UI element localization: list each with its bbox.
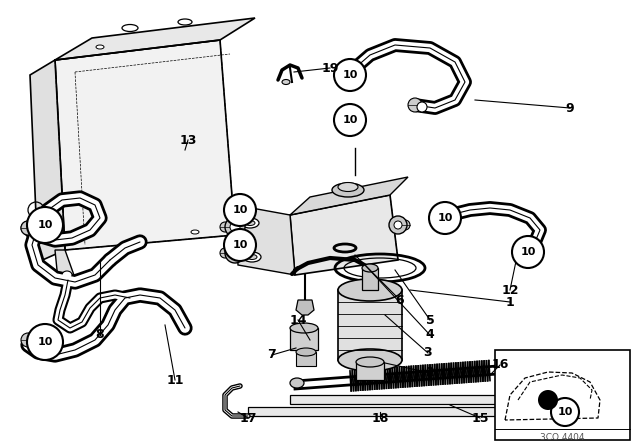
Text: 10: 10 <box>342 115 358 125</box>
Bar <box>362 268 378 290</box>
Polygon shape <box>55 40 235 250</box>
Ellipse shape <box>247 254 257 259</box>
Text: 10: 10 <box>342 70 358 80</box>
Text: 16: 16 <box>492 358 509 371</box>
Bar <box>495 350 630 440</box>
Text: 18: 18 <box>371 412 388 425</box>
Ellipse shape <box>191 230 199 234</box>
Circle shape <box>389 216 407 234</box>
Circle shape <box>230 222 240 232</box>
Text: 8: 8 <box>96 328 104 341</box>
Polygon shape <box>290 177 408 215</box>
Circle shape <box>334 104 366 136</box>
Circle shape <box>225 243 245 263</box>
Circle shape <box>224 194 256 226</box>
Ellipse shape <box>290 378 304 388</box>
Text: 3: 3 <box>424 346 432 359</box>
Bar <box>356 362 384 380</box>
Circle shape <box>21 221 35 235</box>
Bar <box>558 358 576 372</box>
Circle shape <box>400 220 410 230</box>
Circle shape <box>334 59 366 91</box>
Polygon shape <box>235 205 295 275</box>
Circle shape <box>443 208 457 222</box>
Text: 1: 1 <box>506 296 515 309</box>
Text: 9: 9 <box>566 102 574 115</box>
Text: 14: 14 <box>289 314 307 327</box>
Circle shape <box>408 98 422 112</box>
Ellipse shape <box>241 218 259 228</box>
Text: 10: 10 <box>232 205 248 215</box>
Ellipse shape <box>96 45 104 49</box>
Text: 19: 19 <box>321 61 339 74</box>
Bar <box>290 328 318 350</box>
Circle shape <box>438 210 448 220</box>
Ellipse shape <box>245 220 255 225</box>
Circle shape <box>230 248 240 258</box>
Polygon shape <box>30 60 65 262</box>
Ellipse shape <box>296 348 316 356</box>
Text: 10: 10 <box>37 220 52 230</box>
Text: 10: 10 <box>37 337 52 347</box>
Text: 6: 6 <box>396 293 404 306</box>
Ellipse shape <box>332 183 364 197</box>
Polygon shape <box>55 250 75 280</box>
Ellipse shape <box>290 323 318 333</box>
Text: 2: 2 <box>426 366 435 379</box>
Circle shape <box>523 245 533 255</box>
Ellipse shape <box>62 271 72 279</box>
Text: 7: 7 <box>268 349 276 362</box>
Bar <box>290 395 580 404</box>
Circle shape <box>27 207 63 243</box>
Text: 3CO 4404: 3CO 4404 <box>540 434 584 443</box>
Ellipse shape <box>362 264 378 272</box>
Circle shape <box>343 63 353 73</box>
Text: 10: 10 <box>557 407 573 417</box>
Text: 10: 10 <box>437 213 452 223</box>
Circle shape <box>512 236 544 268</box>
Circle shape <box>551 398 579 426</box>
Circle shape <box>417 102 427 112</box>
Bar <box>248 407 583 416</box>
Polygon shape <box>296 300 314 315</box>
Circle shape <box>27 324 63 360</box>
Text: 10: 10 <box>232 240 248 250</box>
Text: 17: 17 <box>239 412 257 425</box>
Text: 15: 15 <box>471 412 489 425</box>
Bar <box>338 290 402 360</box>
Circle shape <box>514 241 528 255</box>
Polygon shape <box>290 195 398 275</box>
Text: 4: 4 <box>426 328 435 341</box>
Ellipse shape <box>338 349 402 371</box>
Circle shape <box>21 333 35 347</box>
Circle shape <box>225 217 245 237</box>
Text: 5: 5 <box>426 314 435 327</box>
Ellipse shape <box>282 79 290 85</box>
Polygon shape <box>55 18 255 60</box>
Circle shape <box>394 221 402 229</box>
Ellipse shape <box>122 25 138 31</box>
Circle shape <box>220 248 230 258</box>
Text: 10: 10 <box>520 247 536 257</box>
Circle shape <box>429 202 461 234</box>
Ellipse shape <box>338 182 358 191</box>
Text: 11: 11 <box>166 374 184 387</box>
Text: 13: 13 <box>179 134 196 146</box>
Circle shape <box>348 61 362 75</box>
Circle shape <box>538 390 558 410</box>
Ellipse shape <box>356 357 384 367</box>
Circle shape <box>220 222 230 232</box>
Ellipse shape <box>243 252 261 262</box>
Bar <box>296 352 316 366</box>
Circle shape <box>224 229 256 261</box>
Ellipse shape <box>178 19 192 25</box>
Text: 12: 12 <box>501 284 519 297</box>
Ellipse shape <box>338 279 402 301</box>
